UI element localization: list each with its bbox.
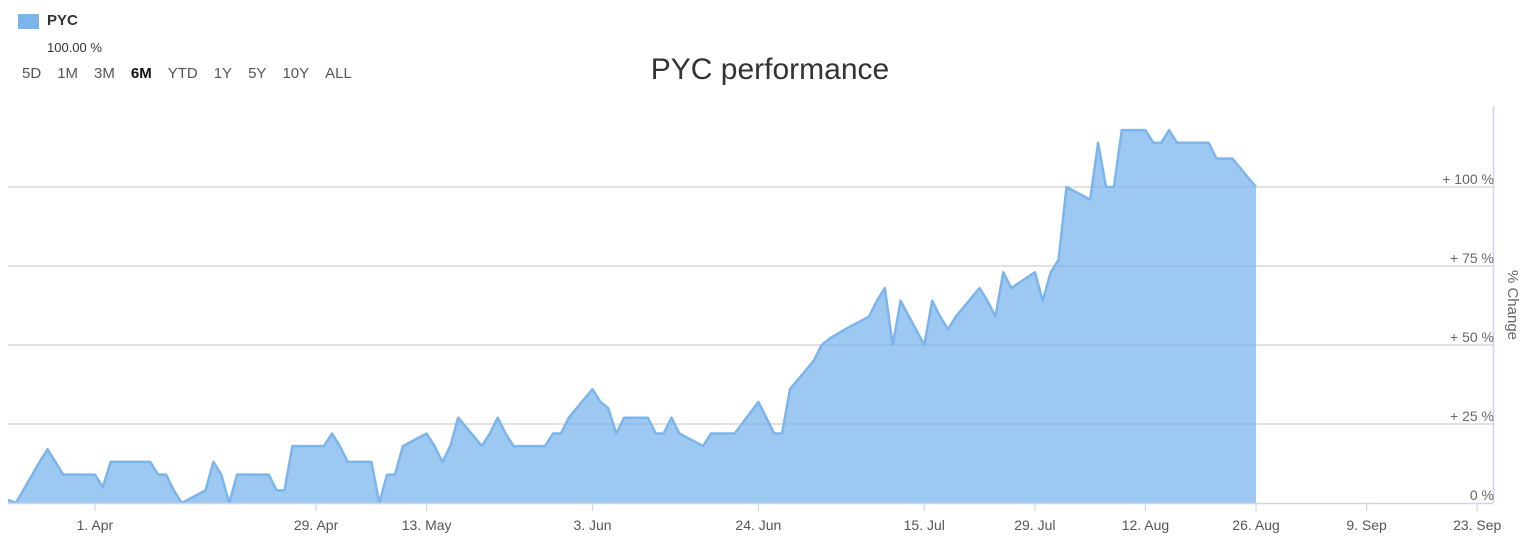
- x-tick-label: 13. May: [402, 517, 452, 533]
- legend-series-name: PYC: [47, 12, 78, 29]
- range-button-6m[interactable]: 6M: [130, 65, 152, 82]
- x-axis-ticks: 1. Apr 29. Apr 13. May 3. Jun 24. Jun 15. Jul…: [77, 503, 1502, 533]
- x-tick-label: 23. Sep: [1453, 517, 1501, 533]
- x-tick-label: 1. Apr: [77, 517, 114, 533]
- x-tick-label: 29. Apr: [294, 517, 339, 533]
- y-tick-label: + 50 %: [1450, 329, 1494, 345]
- series-line-pyc: [7, 128, 1257, 505]
- range-button-all[interactable]: ALL: [325, 65, 352, 82]
- y-axis-title: % Change: [1504, 270, 1521, 340]
- legend-swatch: [18, 14, 39, 29]
- range-selector: 5D 1M 3M 6M YTD 1Y 5Y 10Y ALL: [14, 64, 360, 84]
- range-button-1m[interactable]: 1M: [57, 65, 79, 82]
- x-tick-label: 29. Jul: [1014, 517, 1055, 533]
- range-button-5d[interactable]: 5D: [22, 65, 42, 82]
- x-tick-label: 24. Jun: [735, 517, 781, 533]
- x-tick-label: 9. Sep: [1346, 517, 1387, 533]
- x-tick-label: 26. Aug: [1232, 517, 1280, 533]
- grid-lines: [8, 186, 1493, 425]
- y-tick-label: + 100 %: [1442, 171, 1494, 187]
- range-button-ytd[interactable]: YTD: [167, 65, 198, 82]
- chart-title: PYC performance: [650, 53, 890, 86]
- legend-series-value: 100.00 %: [47, 40, 102, 55]
- y-tick-label: + 25 %: [1450, 408, 1494, 424]
- x-tick-label: 3. Jun: [573, 517, 611, 533]
- y-tick-label: 0 %: [1470, 487, 1494, 503]
- range-button-3m[interactable]: 3M: [94, 65, 115, 82]
- range-button-10y[interactable]: 10Y: [282, 65, 310, 82]
- series-area-pyc: [8, 130, 1256, 503]
- range-button-1y[interactable]: 1Y: [213, 65, 233, 82]
- y-axis-ticks: 0 % + 25 % + 50 % + 75 % + 100 %: [1442, 171, 1494, 503]
- x-tick-label: 12. Aug: [1122, 517, 1170, 533]
- x-tick-label: 15. Jul: [904, 517, 945, 533]
- y-tick-label: + 75 %: [1450, 250, 1494, 266]
- range-button-5y[interactable]: 5Y: [248, 65, 267, 82]
